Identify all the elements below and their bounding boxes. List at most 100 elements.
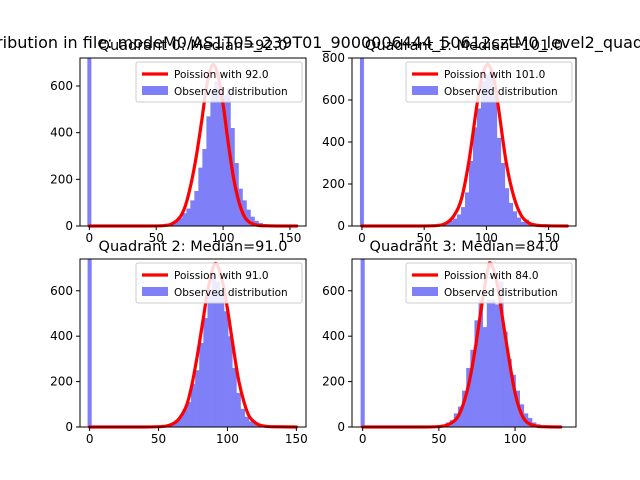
histogram-bar-zero-bin [87,259,92,427]
legend-poisson-label: Poission with 101.0 [444,69,545,81]
histogram-bar [202,149,207,226]
histogram-bar [206,116,211,226]
legend-observed-label: Observed distribution [444,287,558,299]
histogram-bar [252,423,258,427]
histogram-bar [464,192,470,226]
legend-observed-swatch [412,287,438,296]
histogram-bar [214,81,219,226]
histogram-bar [210,90,215,227]
histogram-bar [468,160,474,226]
legend-observed-swatch [412,86,438,95]
legend-poisson-label: Poission with 84.0 [444,270,539,282]
histogram-bar [174,420,179,427]
quadrant-2-histogram [87,259,283,427]
histogram-bar [474,320,479,427]
histogram-bar [470,349,475,427]
quadrant-0-histogram [87,58,287,227]
x-tick-label: 0 [358,231,366,245]
y-tick-label: 200 [50,172,73,186]
y-tick-label: 600 [50,79,73,93]
histogram-bar [190,200,195,226]
x-tick-label: 0 [86,432,94,446]
histogram-bar [500,163,506,226]
histogram-bar-zero-bin [359,58,364,226]
legend-observed-swatch [142,287,168,296]
histogram-bar [512,211,518,226]
histogram-bar [508,202,514,226]
histogram-bar [520,221,526,226]
histogram-bar [482,327,488,427]
histogram-bar [182,408,188,427]
histogram-bar [219,290,225,427]
histogram-bar [495,304,500,427]
y-tick-label: 200 [322,375,345,389]
y-tick-label: 400 [50,126,73,140]
x-tick-label: 100 [216,432,239,446]
histogram-bar [198,167,203,226]
histogram-bar [242,200,247,226]
legend-box [405,262,573,304]
histogram-bar [453,218,458,226]
histogram-bar [240,408,245,427]
histogram-bar [507,358,512,427]
y-tick-label: 200 [50,375,73,389]
quadrant-3-legend: Poission with 84.0 Observed distribution [405,262,573,304]
quadrant-1-title: Quadrant 1: Median=101.0 [365,38,563,54]
y-tick-label: 0 [337,420,345,434]
x-tick-label: 150 [285,432,308,446]
histogram-bar [224,311,229,427]
histogram-bar [480,81,486,226]
legend-observed-label: Observed distribution [174,86,288,98]
legend-poisson-label: Poission with 91.0 [174,270,269,282]
subplots-grid: Quadrant 0: Median=92.0 0 50 100 150 0 200 400 6… [50,38,577,446]
histogram-bar [236,392,241,427]
histogram-bar [462,390,467,427]
histogram-bar [226,88,231,226]
quadrant-2-title: Quadrant 2: Median=91.0 [99,239,288,255]
histogram-bar [516,217,522,226]
histogram-bar [228,336,233,427]
histogram-bar [246,209,251,226]
histogram-bar [182,213,187,226]
axes-frame [79,57,307,227]
histogram-bar [449,220,454,226]
histogram-bar [457,406,463,427]
histogram-bar [186,208,191,226]
histogram-bar [207,293,212,427]
histogram-bar [492,95,498,226]
x-tick-label: 150 [537,231,560,245]
legend-observed-swatch [142,86,168,95]
histogram-bar [194,191,199,226]
quadrant-0-title: Quadrant 0: Median=92.0 [99,38,288,54]
quadrant-0-chart: Quadrant 0: Median=92.0 0 50 100 150 0 200 400 6… [50,38,307,245]
histogram-bar [211,272,217,427]
legend-box [135,61,303,103]
histogram-bar-zero-bin [360,259,365,427]
histogram-bar [511,374,516,427]
x-tick-label: 0 [359,432,367,446]
histogram-bar [486,299,492,427]
quadrant-1-legend: Poission with 101.0 Observed distribution [405,61,573,103]
histogram-bar [195,370,200,427]
histogram-bar [461,207,466,226]
y-tick-label: 400 [322,135,345,149]
x-tick-label: 100 [475,231,498,245]
y-tick-label: 600 [322,93,345,107]
histogram-bar-zero-bin [87,58,92,226]
histogram-bar [199,343,204,427]
quadrant-1-chart: Quadrant 1: Median=101.0 0 50 100 150 0 200 400… [322,38,577,245]
histogram-bar [250,216,255,226]
histogram-bar [504,188,510,226]
histogram-bar [478,299,483,427]
legend-poisson-label: Poission with 92.0 [174,69,269,81]
quadrant-3-title: Quadrant 3: Median=84.0 [370,239,559,255]
y-tick-label: 800 [322,51,345,65]
histogram-bar [503,331,508,427]
legend-observed-label: Observed distribution [444,86,558,98]
axes-frame [351,258,577,428]
histogram-bar [190,383,196,427]
y-tick-label: 0 [337,219,345,233]
x-tick-label: 50 [151,432,166,446]
quadrant-2-chart: Quadrant 2: Median=91.0 0 50 100 150 0 200 400 6… [50,239,308,446]
x-tick-label: 50 [417,231,432,245]
